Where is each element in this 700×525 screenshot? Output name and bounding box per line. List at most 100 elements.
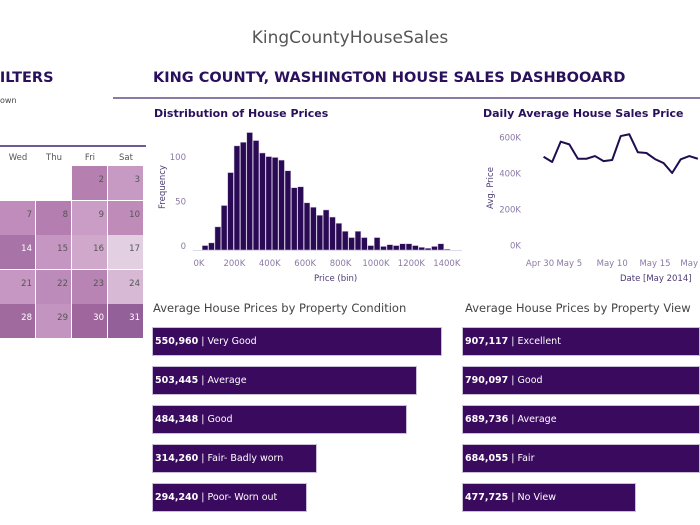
- histogram-xtick: 200K: [223, 259, 245, 269]
- calendar-day[interactable]: 30: [72, 304, 107, 338]
- line-ytick: 400K: [499, 170, 521, 180]
- calendar-day[interactable]: 23: [72, 269, 107, 304]
- histogram-bar: [284, 170, 292, 251]
- line-ytick: 200K: [499, 206, 521, 216]
- view-bar[interactable]: 477,725 | No View: [462, 483, 636, 512]
- condition-chart-title: Average House Prices by Property Conditi…: [153, 301, 407, 315]
- calendar-day[interactable]: 14: [0, 235, 35, 269]
- view-bar[interactable]: 684,055 | Fair: [462, 444, 700, 473]
- bar-label: | Average: [508, 414, 557, 425]
- weekday-header: Thu: [46, 153, 62, 163]
- histogram-bar: [437, 243, 444, 251]
- histogram-bar: [259, 152, 266, 251]
- histogram-bar: [316, 215, 323, 251]
- calendar-day: [0, 166, 35, 200]
- bar-value: 907,117: [465, 336, 509, 347]
- histogram-bar: [393, 245, 400, 251]
- line-chart-title: Daily Average House Sales Price: [483, 107, 684, 120]
- calendar-day[interactable]: 29: [36, 304, 71, 338]
- line-xtick: May 15: [639, 259, 670, 269]
- histogram-bar: [405, 243, 413, 251]
- calendar-day[interactable]: 24: [108, 269, 143, 304]
- histogram-bar: [386, 244, 393, 251]
- weekday-header: Sat: [119, 153, 133, 163]
- histogram-bar: [278, 159, 285, 251]
- line-xtick: May 10: [597, 259, 628, 269]
- bar-label: | Excellent: [508, 336, 561, 347]
- histogram-bar: [418, 247, 425, 251]
- condition-bar[interactable]: 503,445 | Average: [152, 366, 417, 395]
- line-series: [543, 133, 699, 174]
- histogram-bar: [297, 186, 304, 251]
- histogram-bar: [444, 248, 451, 251]
- line-ytick: 0K: [510, 242, 521, 252]
- calendar-day[interactable]: 8: [36, 200, 71, 235]
- line-xtick: May 5: [556, 259, 582, 269]
- histogram-bar: [431, 246, 438, 251]
- histogram-bar: [367, 245, 374, 251]
- calendar-day[interactable]: 28: [0, 304, 35, 338]
- histogram-bar: [201, 245, 209, 251]
- histogram-bar: [208, 242, 215, 251]
- histogram-xtick: 400K: [259, 259, 281, 269]
- condition-bar[interactable]: 294,240 | Poor- Worn out: [152, 483, 307, 512]
- histogram-bar: [227, 172, 234, 251]
- histogram-ytick: 0: [181, 242, 186, 252]
- histogram-bar: [221, 205, 228, 251]
- bar-value: 477,725: [465, 492, 509, 503]
- calendar-day[interactable]: 17: [108, 235, 143, 269]
- histogram-bar: [214, 226, 221, 251]
- bar-value: 314,260: [155, 453, 199, 464]
- view-bar[interactable]: 907,117 | Excellent: [462, 327, 700, 356]
- calendar-day[interactable]: 16: [72, 235, 107, 269]
- filters-title: FILTERS: [0, 70, 54, 86]
- calendar-day[interactable]: 10: [108, 200, 143, 235]
- histogram-ytick: 50: [175, 198, 186, 208]
- histogram-bar: [424, 247, 432, 251]
- histogram-xtick: 1000K: [362, 259, 390, 269]
- histogram-ytick: 100: [170, 153, 186, 163]
- charts-canvas: 0K 200K 400K 600K 800K 1000K 1200K 1400K 0 50 100 A…: [170, 132, 699, 269]
- bar-value: 503,445: [155, 375, 199, 386]
- histogram-bar: [399, 243, 406, 251]
- bar-label: | Fair: [508, 453, 535, 464]
- calendar-day[interactable]: 9: [72, 200, 107, 235]
- app-title: KingCountyHouseSales: [251, 28, 449, 48]
- line-ytick: 600K: [499, 134, 521, 144]
- condition-bar[interactable]: 314,260 | Fair- Badly worn: [152, 444, 318, 473]
- histogram-bar: [354, 231, 362, 251]
- bar-label: | No View: [508, 492, 557, 503]
- line-xtick: May: [680, 259, 698, 269]
- line-chart-ylabel: Avg. Price: [486, 167, 496, 209]
- histogram-bar: [342, 231, 349, 251]
- bar-value: 294,240: [155, 492, 199, 503]
- histogram-bar: [240, 142, 247, 251]
- view-bar[interactable]: 790,097 | Good: [462, 366, 700, 395]
- histogram-xtick: 1200K: [398, 259, 426, 269]
- bar-label: | Good: [508, 375, 543, 386]
- bar-label: | Good: [198, 414, 233, 425]
- condition-bar[interactable]: 484,348 | Good: [152, 405, 407, 434]
- histogram-bar: [323, 209, 330, 251]
- calendar-day[interactable]: 2: [72, 166, 107, 200]
- histogram-bar: [361, 237, 368, 251]
- histogram-bar: [233, 145, 241, 251]
- calendar-divider: [0, 145, 146, 147]
- weekday-header: Wed: [8, 153, 28, 163]
- histogram-bar: [246, 132, 253, 251]
- calendar-day[interactable]: 22: [36, 269, 71, 304]
- bar-value: 790,097: [465, 375, 509, 386]
- bar-value: 689,736: [465, 414, 509, 425]
- calendar-day[interactable]: 31: [108, 304, 143, 338]
- calendar-day[interactable]: 15: [36, 235, 71, 269]
- calendar-day[interactable]: 7: [0, 200, 35, 235]
- histogram-ylabel: Frequency: [158, 165, 168, 209]
- condition-bar[interactable]: 550,960 | Very Good: [152, 327, 442, 356]
- histogram-xtick: 800K: [330, 259, 352, 269]
- histogram-bar: [303, 202, 311, 251]
- title-divider: [113, 97, 700, 99]
- calendar-day[interactable]: 21: [0, 269, 35, 304]
- histogram-xlabel: Price (bin): [314, 274, 358, 284]
- view-bar[interactable]: 689,736 | Average: [462, 405, 700, 434]
- calendar-day[interactable]: 3: [108, 166, 143, 200]
